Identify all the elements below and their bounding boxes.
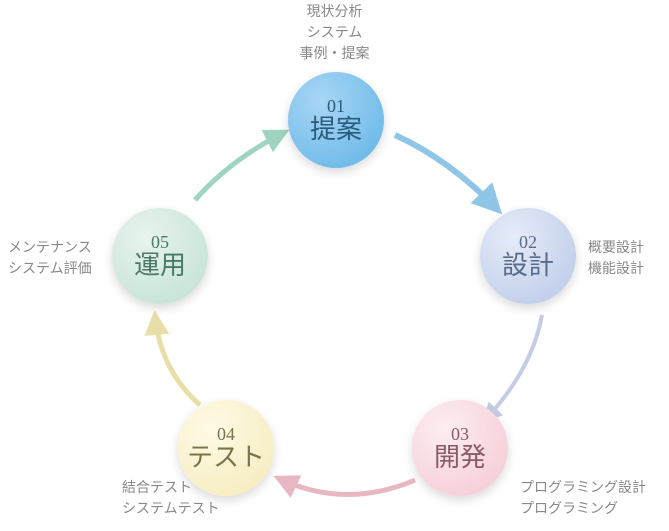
node-02-annotation: 概要設計 機能設計 [588, 238, 644, 280]
node-04-annotation: 結合テスト システムテスト [122, 478, 220, 520]
node-04-title: テスト [187, 445, 265, 471]
node-02-title: 設計 [502, 253, 554, 279]
node-05-operation: 05 運用 [112, 208, 208, 304]
node-03-annotation: プログラミング設計 プログラミング [520, 478, 646, 520]
arrow-03-04 [278, 478, 415, 495]
arrow-04-05 [155, 315, 200, 405]
node-04-number: 04 [217, 425, 235, 443]
node-03-development: 03 開発 [412, 400, 508, 496]
node-03-number: 03 [451, 425, 469, 443]
node-02-design: 02 設計 [480, 208, 576, 304]
node-01-number: 01 [327, 97, 345, 115]
node-05-title: 運用 [134, 253, 186, 279]
node-03-title: 開発 [434, 445, 486, 471]
arrow-02-03 [485, 315, 542, 420]
node-05-annotation: メンテナンス システム評価 [8, 238, 92, 280]
node-01-annotation: 現状分析 システム 事例・提案 [0, 2, 669, 65]
cycle-diagram: 01 提案 現状分析 システム 事例・提案 02 設計 概要設計 機能設計 03… [0, 0, 669, 531]
node-01-proposal: 01 提案 [288, 72, 384, 168]
arrow-01-02 [395, 135, 498, 210]
node-01-title: 提案 [310, 117, 362, 143]
node-02-number: 02 [519, 233, 537, 251]
arrow-05-01 [195, 132, 285, 200]
node-05-number: 05 [151, 233, 169, 251]
